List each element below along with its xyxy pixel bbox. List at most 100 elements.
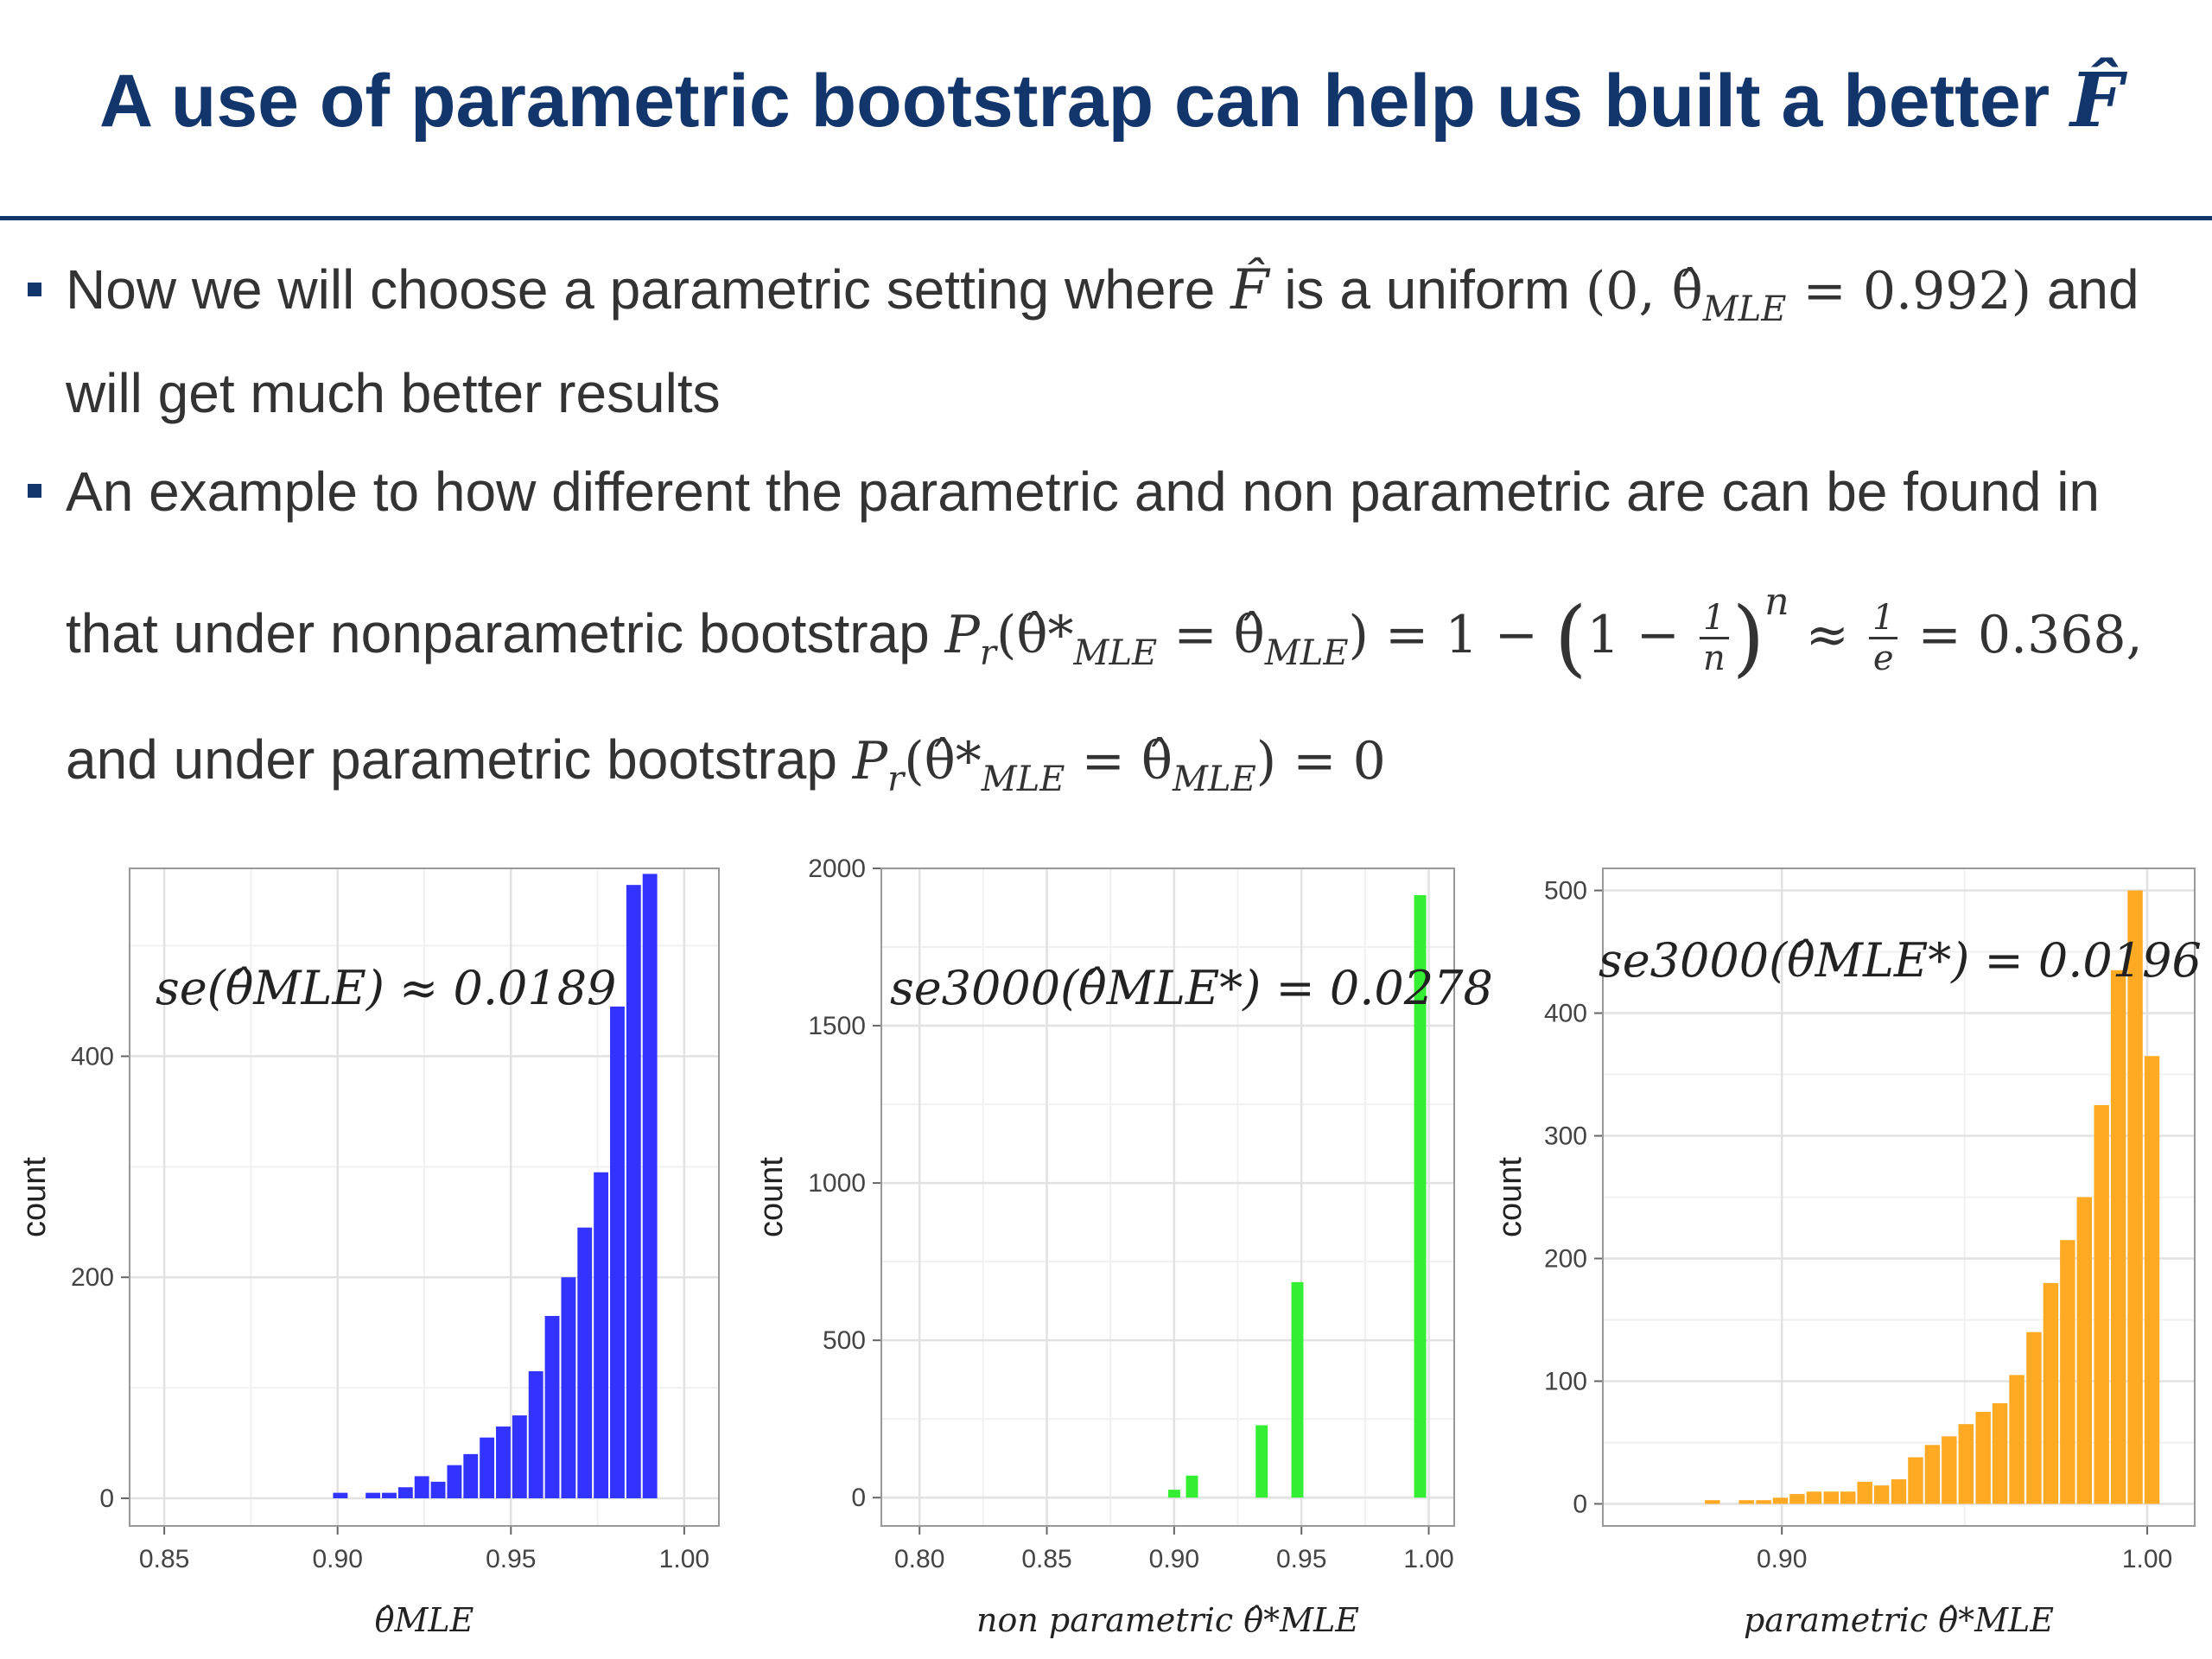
fraction2-den: e [1872,638,1894,678]
x-axis-label: θ̂MLE [375,1601,474,1639]
se-annotation: se3000(θ̂MLE*) = 0.0278 [890,961,1493,1015]
histogram-bar [2043,1282,2059,1504]
y-tick-label: 1000 [808,1169,866,1198]
bullet-1-text-b: is a uniform [1268,258,1586,321]
histogram-bar [1167,1490,1180,1498]
theta-star-sub: MLE [1073,633,1158,673]
panel-border [1602,868,2196,1527]
histogram-bar [1992,1403,2008,1504]
histogram-bar [1873,1485,1890,1504]
y-tick-label: 0 [851,1484,866,1512]
paren-open: ( [1554,589,1587,687]
histogram-bar [430,1481,446,1499]
x-axis-label: parametric θ̂*MLE [1744,1601,2054,1639]
histogram-bar [610,1006,625,1499]
x-tick-label: 1.00 [1403,1545,1453,1573]
y-tick-label: 0 [99,1484,114,1513]
theta-star-sub-2: MLE [981,760,1065,799]
prob-sub: r [979,633,996,673]
bullet-2-line-1: An example to how different the parametr… [66,461,2100,523]
panel-border [880,868,1455,1527]
title-divider [0,216,2212,220]
y-tick-label: 400 [1544,1000,1587,1028]
histogram-bar [1823,1491,1839,1504]
one-minus: 1 − [1586,605,1696,665]
histogram-bar [1705,1500,1720,1504]
y-tick-label: 0 [1573,1490,1587,1518]
histogram-bar [561,1277,576,1499]
prob-symbol-2: P [852,731,888,791]
histogram-bar [594,1172,609,1499]
y-tick-label: 500 [1544,877,1587,906]
x-tick-label: 0.90 [1149,1545,1199,1573]
bullet-2-line-2-text: that under nonparametric bootstrap [66,602,945,664]
histogram-bar [2144,1056,2160,1504]
histogram-bar [2026,1332,2042,1504]
histogram-bar [577,1227,593,1499]
theta-star-2: (θ̂* [904,731,982,791]
histogram-bar [496,1426,511,1499]
bullet-1-math-b: = 0.992) [1786,261,2032,321]
histogram-bar [1255,1425,1268,1498]
x-tick-label: 0.95 [1276,1545,1326,1573]
bullet-1-text-a: Now we will choose a parametric setting … [66,258,1231,321]
prob-sub-2: r [887,760,905,799]
y-tick-label: 400 [71,1042,114,1071]
histogram-bar [414,1476,429,1499]
bullet-2-line-3-text: and under parametric bootstrap [66,728,853,791]
x-tick-label: 0.90 [1757,1545,1807,1573]
histogram-bar [463,1453,479,1499]
histogram-bar [382,1492,397,1499]
histogram-bar [2076,1197,2093,1504]
y-tick-label: 500 [823,1326,866,1355]
x-tick-label: 0.85 [139,1545,189,1573]
histogram-bar [1756,1500,1771,1504]
theta-star: (θ̂* [996,605,1074,665]
y-tick-label: 200 [1544,1244,1587,1273]
se-annotation: se3000(θ̂MLE*) = 0.0196 [1599,933,2202,988]
histogram-bar [447,1465,462,1499]
histogram-bar [333,1492,348,1499]
histogram-bar [512,1415,527,1499]
histogram-bar [397,1487,413,1499]
theta-hat: = θ̂ [1157,605,1265,665]
histogram-bar [1942,1436,1957,1504]
x-tick-label: 0.80 [894,1545,944,1573]
bullet-marker-1 [28,283,41,296]
histogram-bar [480,1437,495,1499]
bullet-1-text-c: and [2031,258,2139,321]
y-tick-label: 1500 [808,1012,866,1040]
bullet-1-line-1: Now we will choose a parametric setting … [66,257,2139,329]
histogram-bar [2060,1240,2075,1504]
title-text: A use of parametric bootstrap can help u… [99,60,2071,143]
fraction-den: n [1702,638,1726,678]
fraction2-num: 1 [1868,599,1898,639]
bullet-2-line-2: that under nonparametric bootstrap Pr(θ̂… [66,577,2143,697]
page-title: A use of parametric bootstrap can help u… [99,57,2123,144]
histogram-bar [1789,1494,1805,1504]
histogram-bar [1840,1491,1856,1504]
histogram-bar [1185,1475,1198,1498]
equals-zero: ) = 0 [1255,731,1386,791]
theta-hat-sub: MLE [1264,633,1349,673]
panel-border [129,868,720,1527]
histogram-bar [1291,1281,1304,1498]
histogram-bar [1958,1424,1974,1504]
x-tick-label: 1.00 [2122,1545,2172,1573]
bullet-1-math-sub: MLE [1702,289,1787,329]
x-tick-label: 1.00 [659,1545,709,1573]
histogram-bar [1891,1479,1907,1504]
histogram-bar [1857,1481,1872,1504]
x-tick-label: 0.95 [486,1545,536,1573]
y-tick-label: 300 [1544,1122,1587,1151]
histogram-bar [365,1492,381,1499]
bullet-2-line-3: and under parametric bootstrap Pr(θ̂*MLE… [66,728,1386,799]
title-symbol: F̂ [2070,57,2124,144]
histogram-bar [528,1370,543,1499]
se-annotation: se(θ̂MLE) ≈ 0.0189 [156,961,616,1015]
bullet-1-math-a: (0, θ̂ [1585,261,1703,321]
histogram-bar [1772,1497,1789,1504]
x-tick-label: 0.85 [1021,1545,1071,1573]
